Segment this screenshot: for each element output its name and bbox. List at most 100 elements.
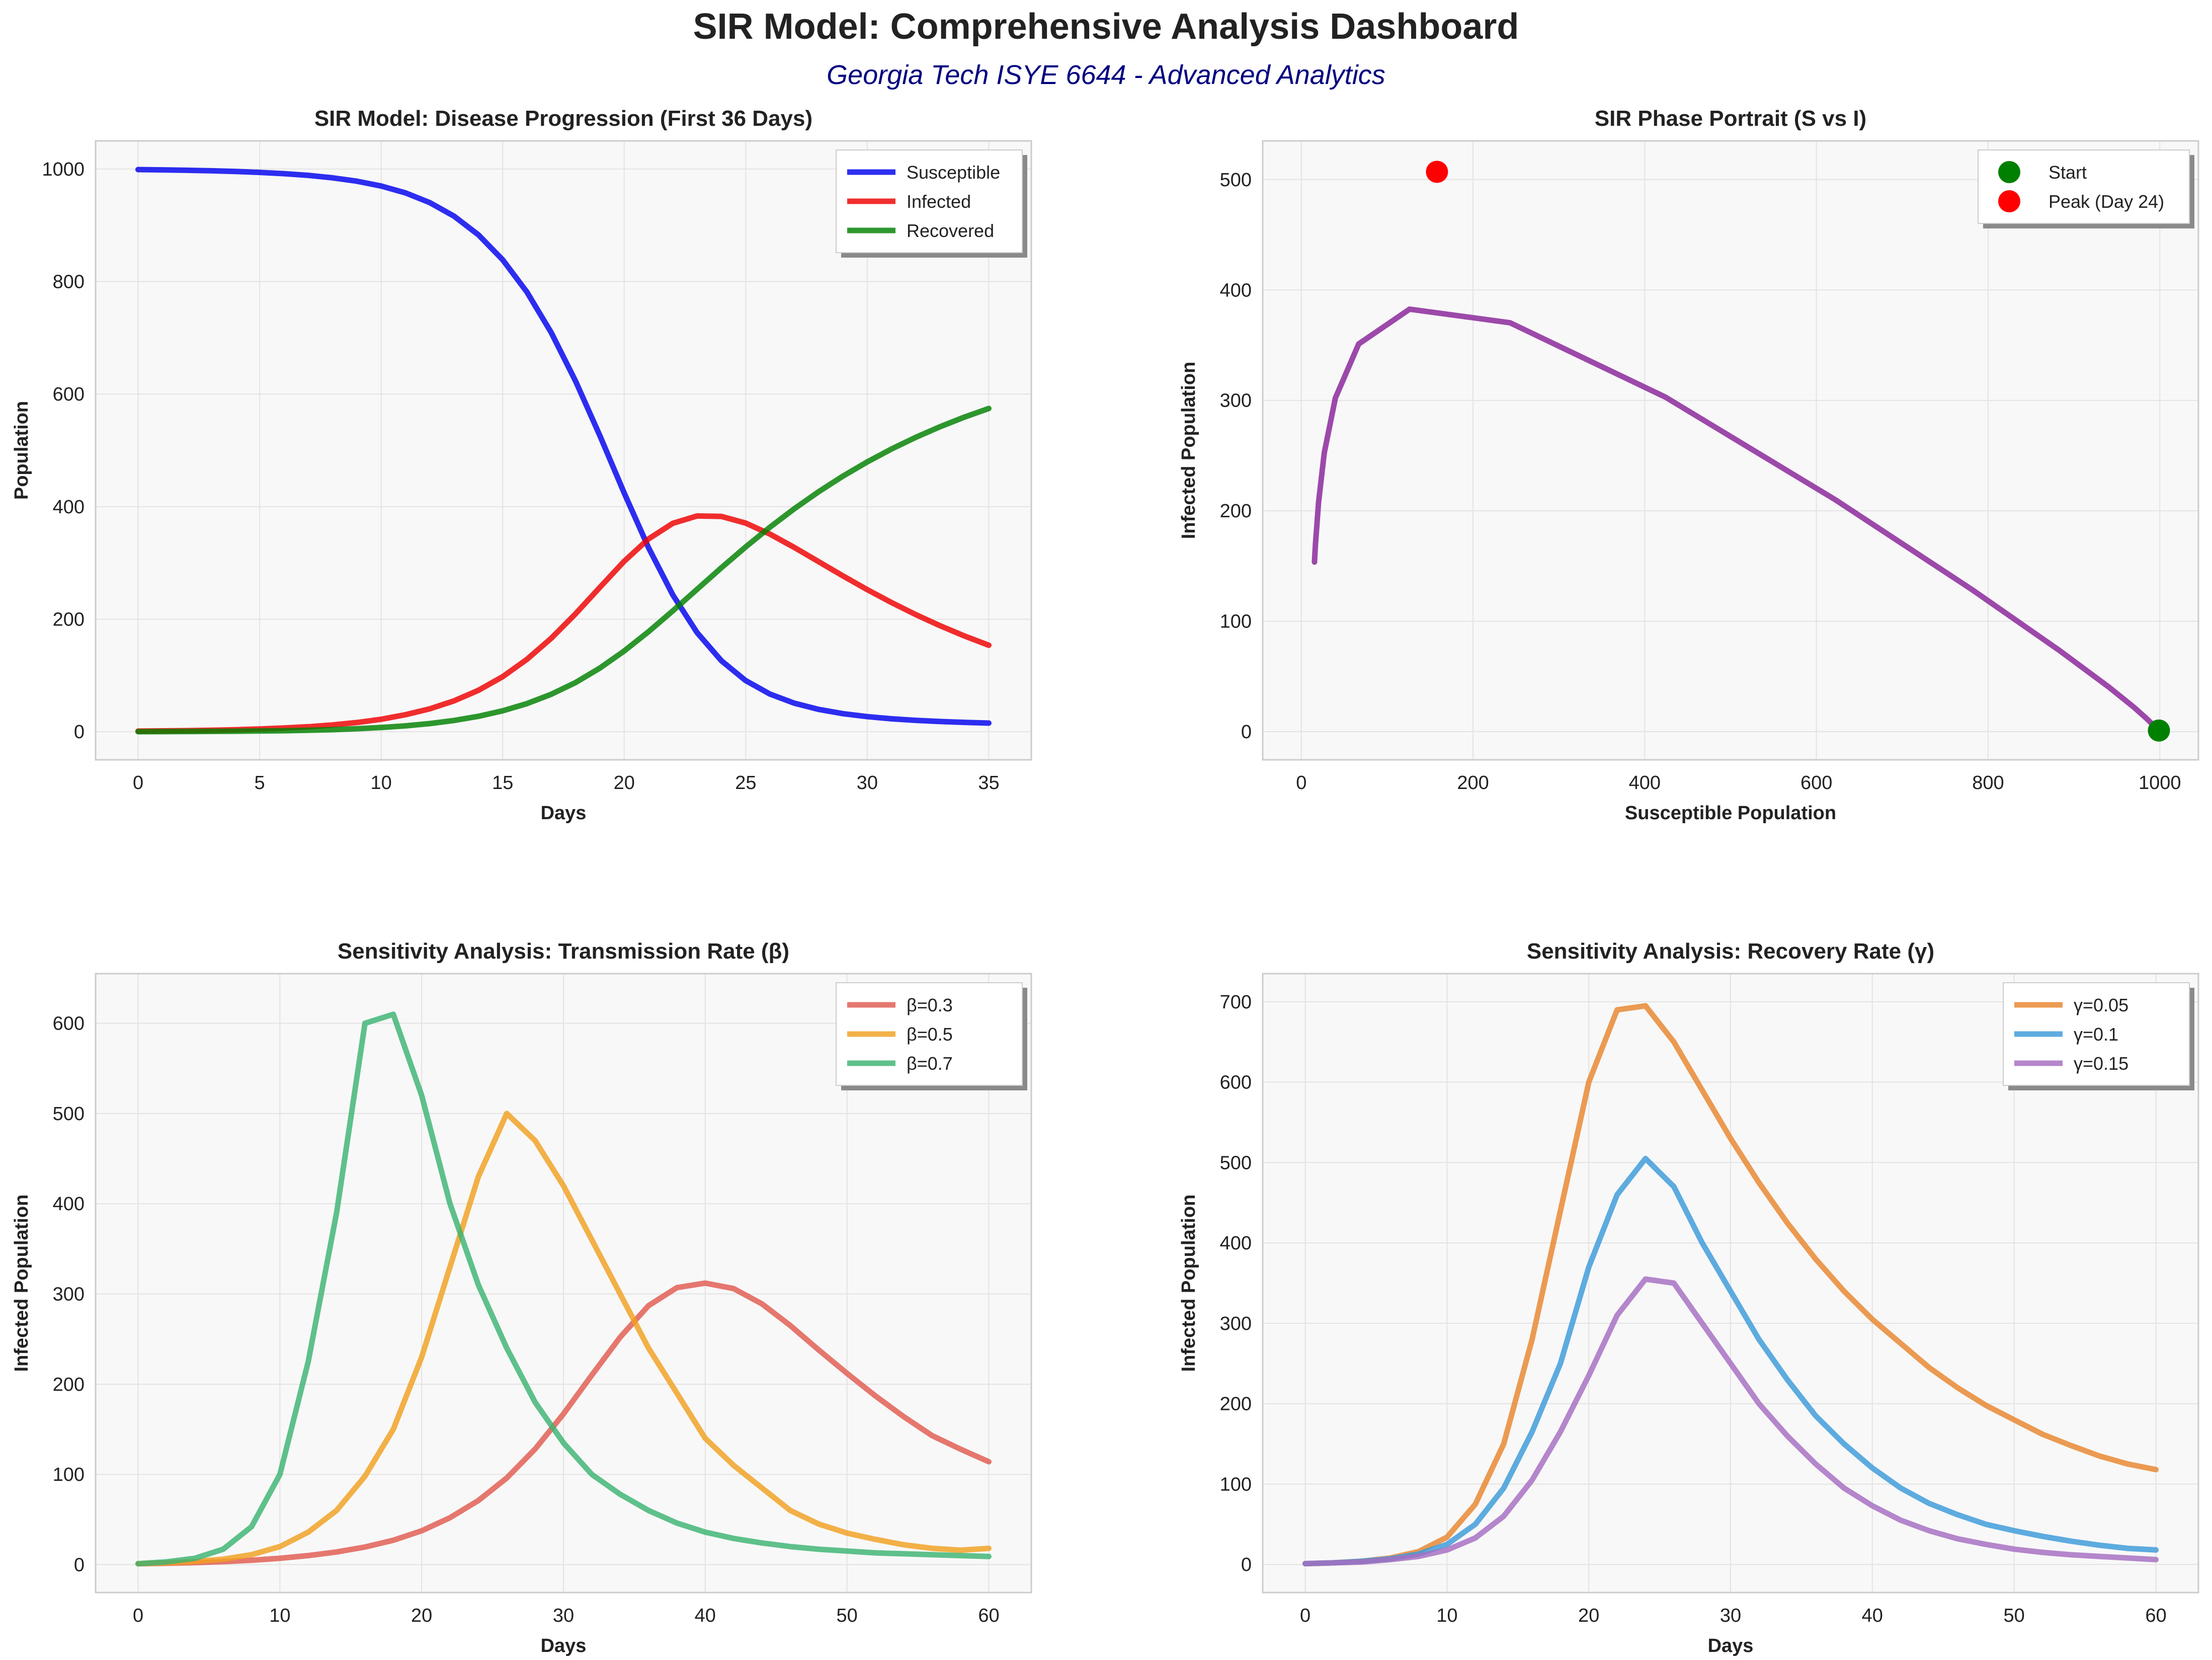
plot-area bbox=[1263, 141, 2198, 760]
figure-title: SIR Model: Comprehensive Analysis Dashbo… bbox=[693, 7, 1519, 47]
y-tick-label: 500 bbox=[1220, 170, 1252, 191]
y-tick-label: 800 bbox=[53, 272, 85, 293]
y-axis-label: Infected Population bbox=[1178, 362, 1199, 539]
series-line-1 bbox=[135, 167, 992, 726]
x-axis-label: Days bbox=[541, 803, 587, 824]
legend: Susceptible Infected Recovered bbox=[836, 149, 1027, 258]
y-tick-label: 300 bbox=[1220, 390, 1252, 412]
x-tick-label: 20 bbox=[411, 1605, 432, 1626]
x-tick-label: 30 bbox=[553, 1605, 574, 1626]
legend: γ=0.05 γ=0.1 γ=0.15 bbox=[2003, 982, 2194, 1090]
subplot-2: 0 200 400 600 800 1000 0 100 200 300 400 500 SIR Pha… bbox=[1178, 106, 2199, 824]
figure-subtitle: Georgia Tech ISYE 6644 - Advanced Analyt… bbox=[827, 60, 1385, 90]
marker-1 bbox=[2148, 719, 2170, 742]
plot-frame bbox=[1262, 140, 2199, 761]
subplot-title: SIR Model: Disease Progression (First 36… bbox=[314, 106, 812, 131]
y-tick-label: 500 bbox=[53, 1103, 85, 1125]
y-tick-label: 400 bbox=[1220, 280, 1252, 301]
y-tick-label: 100 bbox=[1220, 611, 1252, 633]
legend: Start Peak (Day 24) bbox=[1978, 149, 2194, 228]
series-line-2 bbox=[1302, 1155, 2159, 1566]
y-tick-label: 300 bbox=[53, 1284, 85, 1305]
legend-label: Recovered bbox=[907, 220, 994, 241]
y-tick-label: 0 bbox=[74, 1554, 85, 1575]
series-line-3 bbox=[1302, 1276, 2159, 1566]
subplot-title: Sensitivity Analysis: Transmission Rate … bbox=[338, 939, 789, 964]
legend: β=0.3 β=0.5 β=0.7 bbox=[836, 982, 1027, 1090]
legend-label: γ=0.05 bbox=[2074, 995, 2128, 1015]
y-tick-label: 300 bbox=[1220, 1313, 1252, 1334]
x-tick-label: 0 bbox=[1300, 1605, 1310, 1626]
series-line-1 bbox=[1302, 1003, 2159, 1566]
legend-box bbox=[1978, 149, 2190, 224]
marker-2 bbox=[1426, 161, 1448, 183]
y-tick-label: 1000 bbox=[42, 159, 85, 180]
x-tick-label: 35 bbox=[978, 772, 999, 794]
series-line-1 bbox=[1312, 306, 2162, 734]
x-tick-label: 0 bbox=[133, 1605, 143, 1626]
y-tick-label: 600 bbox=[1220, 1072, 1252, 1093]
legend-label: γ=0.15 bbox=[2074, 1053, 2128, 1074]
y-tick-label: 0 bbox=[1241, 722, 1252, 743]
x-tick-label: 20 bbox=[1578, 1605, 1599, 1626]
legend-label: Susceptible bbox=[907, 162, 1000, 183]
x-tick-label: 1000 bbox=[2139, 772, 2181, 794]
y-tick-label: 500 bbox=[1220, 1152, 1252, 1173]
y-tick-label: 600 bbox=[53, 1013, 85, 1035]
y-axis-label: Infected Population bbox=[1178, 1195, 1199, 1372]
legend-label: γ=0.1 bbox=[2074, 1024, 2118, 1045]
legend-label: β=0.3 bbox=[907, 995, 953, 1015]
y-tick-label: 200 bbox=[1220, 1394, 1252, 1415]
legend-marker bbox=[1998, 161, 2020, 183]
y-tick-label: 100 bbox=[1220, 1474, 1252, 1495]
x-tick-label: 60 bbox=[2145, 1605, 2166, 1626]
series-line-3 bbox=[135, 1011, 992, 1567]
x-tick-label: 200 bbox=[1457, 772, 1489, 794]
legend-label: Peak (Day 24) bbox=[2049, 191, 2164, 212]
y-tick-label: 200 bbox=[53, 1374, 85, 1395]
x-tick-label: 0 bbox=[1296, 772, 1306, 794]
y-tick-label: 0 bbox=[1241, 1554, 1252, 1575]
x-tick-label: 400 bbox=[1629, 772, 1661, 794]
subplot-1: 0 5 10 15 20 25 30 35 0 200 400 600 800 1000 SIR Model… bbox=[11, 106, 1032, 824]
x-tick-label: 600 bbox=[1800, 772, 1832, 794]
y-tick-label: 700 bbox=[1220, 992, 1252, 1013]
x-tick-label: 10 bbox=[1436, 1605, 1457, 1626]
series-line-2 bbox=[135, 1111, 992, 1567]
y-axis-label: Infected Population bbox=[11, 1195, 32, 1372]
legend-label: Start bbox=[2049, 162, 2087, 183]
x-tick-label: 5 bbox=[255, 772, 265, 794]
plot-frame bbox=[1262, 973, 2199, 1594]
legend-marker bbox=[1998, 190, 2020, 212]
x-tick-label: 50 bbox=[836, 1605, 857, 1626]
y-tick-label: 200 bbox=[53, 609, 85, 630]
legend-label: β=0.5 bbox=[907, 1024, 953, 1045]
legend-label: β=0.7 bbox=[907, 1053, 953, 1074]
x-tick-label: 0 bbox=[133, 772, 143, 794]
x-axis-label: Susceptible Population bbox=[1625, 803, 1836, 824]
x-axis-label: Days bbox=[541, 1635, 587, 1656]
subplot-title: SIR Phase Portrait (S vs I) bbox=[1595, 106, 1866, 131]
y-tick-label: 100 bbox=[53, 1464, 85, 1485]
x-tick-label: 40 bbox=[695, 1605, 716, 1626]
x-tick-label: 25 bbox=[735, 772, 756, 794]
plot-frame bbox=[95, 973, 1032, 1594]
x-tick-label: 20 bbox=[614, 772, 635, 794]
y-tick-label: 400 bbox=[53, 497, 85, 518]
x-tick-label: 15 bbox=[492, 772, 513, 794]
series-line-1 bbox=[135, 1280, 992, 1567]
subplot-title: Sensitivity Analysis: Recovery Rate (γ) bbox=[1527, 939, 1934, 964]
y-tick-label: 400 bbox=[53, 1194, 85, 1215]
x-tick-label: 10 bbox=[269, 1605, 290, 1626]
x-tick-label: 40 bbox=[1862, 1605, 1883, 1626]
x-tick-label: 50 bbox=[2003, 1605, 2024, 1626]
x-tick-label: 30 bbox=[857, 772, 878, 794]
x-tick-label: 800 bbox=[1972, 772, 2004, 794]
x-tick-label: 60 bbox=[978, 1605, 999, 1626]
series-line-3 bbox=[135, 406, 992, 735]
y-tick-label: 200 bbox=[1220, 501, 1252, 522]
y-tick-label: 400 bbox=[1220, 1233, 1252, 1254]
y-axis-label: Population bbox=[11, 401, 32, 500]
